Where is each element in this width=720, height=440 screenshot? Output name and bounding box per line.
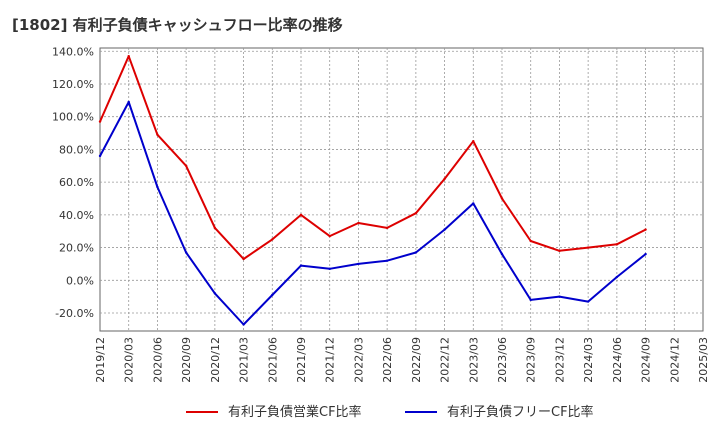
x-tick-label: 2024/12: [668, 337, 681, 383]
chart-title: [1802] 有利子負債キャッシュフロー比率の推移: [12, 16, 343, 34]
series-2-point: [529, 298, 532, 302]
series-1-point: [271, 238, 274, 241]
x-tick-label: 2022/03: [352, 337, 365, 383]
x-tick-label: 2021/12: [324, 337, 337, 383]
series-2-point: [472, 202, 475, 205]
series-1-point: [299, 213, 303, 217]
series-2-point: [586, 300, 590, 303]
x-tick-label: 2023/09: [525, 337, 538, 383]
series-2-point: [299, 264, 303, 267]
series-2-point: [500, 252, 504, 256]
series-1-point: [127, 54, 130, 58]
x-tick-label: 2023/12: [553, 337, 566, 383]
x-tick-label: 2021/09: [295, 337, 308, 383]
series-1-point: [414, 212, 418, 215]
y-tick-label: -20.0%: [55, 307, 94, 320]
x-tick-label: 2020/06: [151, 337, 164, 383]
x-tick-label: 2019/12: [94, 337, 107, 383]
series-2-point: [213, 292, 217, 295]
series-2-point: [271, 293, 274, 297]
series-2-point: [156, 185, 159, 189]
series-2-point: [328, 267, 331, 271]
y-tick-label: 40.0%: [59, 209, 94, 222]
series-1-point: [357, 221, 360, 225]
series-1-point: [213, 226, 217, 230]
x-tick-label: 2022/12: [439, 337, 452, 383]
y-tick-label: 0.0%: [66, 274, 94, 287]
series-1-point: [472, 140, 475, 143]
series-1-point: [443, 177, 446, 181]
axis-layer: -20.0% 0.0% 20.0% 40.0% 60.0% 80.0% 100.0% 120.…: [52, 45, 710, 382]
series-1-point: [500, 197, 504, 200]
series-layer: [98, 54, 647, 326]
y-tick-label: 80.0%: [59, 143, 94, 156]
series-1-point: [586, 246, 590, 249]
plot-frame: [99, 47, 704, 332]
series-1-point: [156, 133, 159, 136]
x-tick-label: 2024/09: [640, 337, 653, 383]
series-1-point: [242, 257, 245, 261]
series-1-point: [529, 239, 532, 243]
series-line-2: [99, 101, 647, 326]
x-tick-label: 2021/06: [266, 337, 279, 383]
series-1-point: [615, 243, 619, 246]
y-tick-label: 100.0%: [52, 111, 94, 124]
x-tick-label: 2025/03: [697, 337, 710, 383]
series-2-point: [443, 228, 446, 231]
x-tick-label: 2023/06: [496, 337, 509, 383]
x-tick-label: 2022/09: [410, 337, 423, 383]
series-1-point: [184, 164, 188, 167]
y-tick-label: 140.0%: [52, 45, 94, 58]
series-line-1: [99, 55, 647, 260]
series-1-point: [644, 228, 647, 231]
legend: 有利子負債営業CF比率 有利子負債フリーCF比率: [186, 404, 594, 420]
x-tick-label: 2020/03: [123, 337, 136, 383]
series-2-point: [385, 259, 389, 262]
series-2-point: [615, 275, 619, 279]
x-tick-label: 2024/03: [582, 337, 595, 383]
x-tick-label: 2023/03: [467, 337, 480, 383]
legend-label-1: 有利子負債営業CF比率: [228, 404, 362, 420]
x-tick-label: 2020/12: [209, 337, 222, 383]
x-tick-label: 2021/03: [238, 337, 251, 383]
series-2-point: [242, 323, 245, 326]
series-1-point: [328, 234, 331, 238]
series-2-point: [644, 252, 647, 256]
series-2-point: [184, 251, 188, 254]
y-tick-label: 20.0%: [59, 242, 94, 255]
series-1-point: [385, 226, 389, 230]
series-2-point: [414, 251, 418, 254]
series-2-point: [98, 154, 102, 158]
x-tick-label: 2020/09: [180, 337, 193, 383]
legend-label-2: 有利子負債フリーCF比率: [447, 404, 594, 420]
series-1-point: [98, 120, 102, 123]
x-tick-label: 2022/06: [381, 337, 394, 383]
y-tick-label: 120.0%: [52, 78, 94, 91]
x-tick-label: 2024/06: [611, 337, 624, 383]
grid-layer: [99, 47, 704, 332]
series-2-point: [558, 295, 561, 298]
y-tick-label: 60.0%: [59, 176, 94, 189]
series-2-point: [357, 262, 360, 266]
series-1-point: [558, 249, 561, 253]
series-2-point: [127, 100, 130, 104]
